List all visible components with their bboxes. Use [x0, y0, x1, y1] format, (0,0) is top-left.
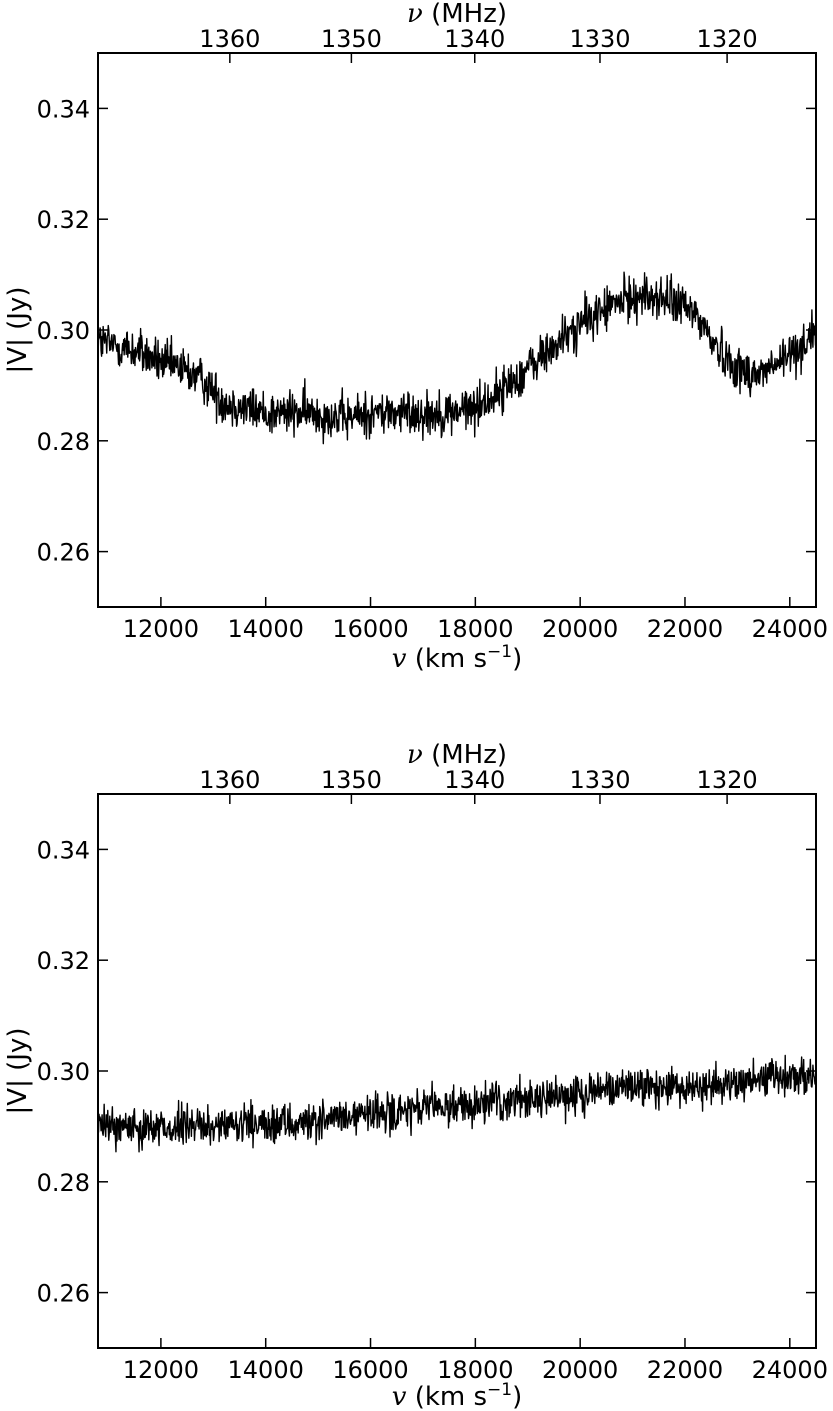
- x-tick-label: 24000: [752, 615, 828, 643]
- x-axis-label: v (km s−1): [392, 1380, 523, 1411]
- y-axis-label: |V| (Jy): [3, 1028, 33, 1115]
- y-tick-label: 0.32: [37, 947, 90, 975]
- top-axis-label: ν (MHz): [407, 740, 507, 770]
- y-axis-ticks: 0.26 0.28 0.30 0.32 0.34: [37, 836, 816, 1308]
- top-tick-label: 1350: [321, 25, 382, 53]
- x-tick-label: 22000: [647, 1356, 723, 1384]
- y-tick-label: 0.34: [37, 836, 90, 864]
- y-tick-label: 0.30: [37, 1058, 90, 1086]
- x-tick-label: 22000: [647, 615, 723, 643]
- y-tick-label: 0.28: [37, 428, 90, 456]
- y-tick-label: 0.34: [37, 95, 90, 123]
- top-axis-ticks: 1360 1350 1340 1330 1320: [199, 766, 758, 804]
- x-tick-label: 20000: [542, 615, 618, 643]
- y-tick-label: 0.26: [37, 1280, 90, 1308]
- x-tick-label: 24000: [752, 1356, 828, 1384]
- top-tick-label: 1340: [444, 25, 505, 53]
- x-tick-label: 14000: [228, 1356, 304, 1384]
- bottom-panel: 0.26 0.28 0.30 0.32 0.34 12000 14000 16000 1800…: [3, 740, 828, 1411]
- top-tick-label: 1330: [569, 766, 630, 794]
- top-axis-label: ν (MHz): [407, 0, 507, 29]
- x-axis-ticks: 12000 14000 16000 18000 20000 22000 24000: [123, 1338, 828, 1384]
- x-axis-ticks: 12000 14000 16000 18000 20000 22000 24000: [123, 597, 828, 643]
- x-axis-label: v (km s−1): [392, 642, 523, 674]
- x-tick-label: 16000: [332, 615, 408, 643]
- top-panel: 0.26 0.28 0.30 0.32 0.34 12000 14000 16000 1800…: [3, 0, 828, 674]
- y-axis-label: |V| (Jy): [3, 287, 33, 374]
- top-tick-label: 1320: [697, 766, 758, 794]
- x-tick-label: 18000: [437, 615, 513, 643]
- top-tick-label: 1360: [199, 25, 260, 53]
- top-tick-label: 1340: [444, 766, 505, 794]
- series-line: [97, 1054, 817, 1153]
- top-tick-label: 1360: [199, 766, 260, 794]
- x-tick-label: 18000: [437, 1356, 513, 1384]
- y-axis-ticks: 0.26 0.28 0.30 0.32 0.34: [37, 95, 816, 567]
- series-line: [97, 271, 817, 445]
- x-tick-label: 16000: [332, 1356, 408, 1384]
- x-tick-label: 12000: [123, 1356, 199, 1384]
- top-tick-label: 1330: [569, 25, 630, 53]
- y-tick-label: 0.26: [37, 539, 90, 567]
- y-tick-label: 0.32: [37, 206, 90, 234]
- top-tick-label: 1350: [321, 766, 382, 794]
- y-tick-label: 0.28: [37, 1169, 90, 1197]
- x-tick-label: 14000: [228, 615, 304, 643]
- x-tick-label: 20000: [542, 1356, 618, 1384]
- y-tick-label: 0.30: [37, 317, 90, 345]
- top-tick-label: 1320: [697, 25, 758, 53]
- top-axis-ticks: 1360 1350 1340 1330 1320: [199, 25, 758, 63]
- plot-frame: [97, 793, 817, 1349]
- x-tick-label: 12000: [123, 615, 199, 643]
